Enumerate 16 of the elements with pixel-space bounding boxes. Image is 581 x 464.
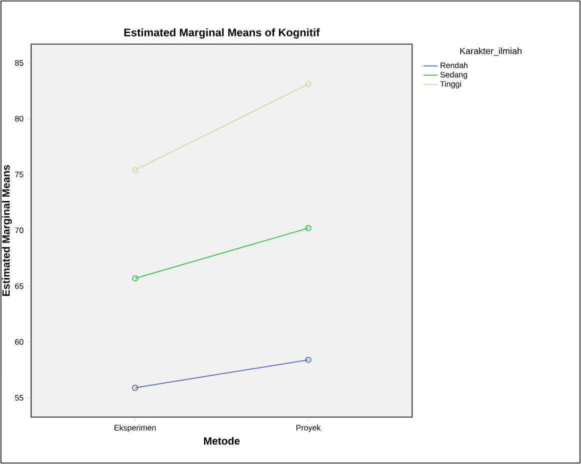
legend-label: Sedang (440, 72, 468, 80)
y-tick-label: 75 (15, 172, 24, 178)
y-tick-label: 85 (15, 60, 24, 66)
x-tick-label: Eksperimen (114, 424, 156, 432)
x-axis-title: Metode (204, 436, 240, 445)
y-tick-label: 70 (15, 228, 24, 234)
legend-label: Rendah (440, 62, 468, 68)
legend-title: Karakter_ilmiah (460, 48, 522, 56)
chart-title: Estimated Marginal Means of Kognitif (124, 28, 320, 39)
y-tick-label: 60 (15, 339, 24, 345)
y-tick-label: 55 (15, 395, 24, 401)
x-tick-label: Proyek (296, 424, 321, 432)
y-tick-label: 65 (15, 283, 24, 289)
legend-label: Tinggi (440, 80, 461, 88)
y-axis-title: Estimated Marginal Means (2, 165, 12, 296)
y-tick-label: 80 (15, 116, 24, 122)
